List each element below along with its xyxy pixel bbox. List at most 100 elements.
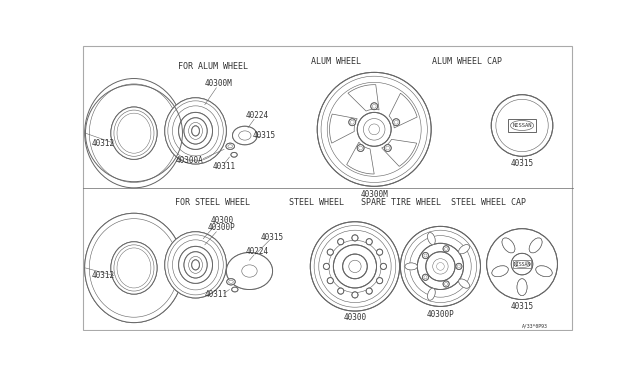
Text: ALUM WHEEL: ALUM WHEEL [310, 57, 361, 66]
Text: 40300P: 40300P [208, 224, 236, 232]
Ellipse shape [179, 246, 212, 283]
Ellipse shape [536, 266, 552, 277]
Ellipse shape [184, 252, 207, 278]
Text: SPARE TIRE WHEEL: SPARE TIRE WHEEL [361, 198, 441, 207]
Ellipse shape [459, 279, 470, 288]
Ellipse shape [111, 242, 157, 294]
Circle shape [327, 249, 333, 255]
Text: 40300M: 40300M [360, 190, 388, 199]
Ellipse shape [84, 213, 183, 323]
Text: STEEL WHEEL CAP: STEEL WHEEL CAP [451, 198, 525, 207]
Circle shape [333, 245, 376, 288]
Ellipse shape [114, 110, 154, 156]
Ellipse shape [84, 78, 183, 188]
Circle shape [456, 263, 462, 269]
Ellipse shape [179, 112, 212, 150]
Ellipse shape [239, 131, 251, 140]
Ellipse shape [492, 266, 508, 277]
Circle shape [393, 119, 399, 126]
Ellipse shape [189, 256, 202, 273]
Ellipse shape [114, 245, 154, 291]
Circle shape [401, 226, 481, 307]
Circle shape [443, 281, 449, 287]
Ellipse shape [536, 266, 552, 277]
Circle shape [310, 222, 399, 311]
Circle shape [338, 239, 344, 245]
Ellipse shape [529, 238, 542, 253]
Text: 40300A: 40300A [175, 155, 204, 165]
Ellipse shape [179, 112, 212, 150]
Ellipse shape [231, 153, 237, 157]
Ellipse shape [168, 101, 223, 161]
Ellipse shape [459, 245, 470, 254]
Circle shape [380, 263, 387, 269]
Text: 40311: 40311 [212, 162, 236, 171]
Circle shape [317, 73, 431, 186]
Ellipse shape [232, 287, 238, 292]
Ellipse shape [517, 279, 527, 296]
Ellipse shape [164, 98, 227, 164]
Text: 40311: 40311 [205, 291, 228, 299]
Ellipse shape [459, 245, 470, 254]
Circle shape [376, 249, 383, 255]
Circle shape [426, 252, 455, 281]
Circle shape [371, 103, 378, 110]
Ellipse shape [86, 79, 182, 187]
Polygon shape [330, 114, 357, 143]
Circle shape [417, 243, 463, 289]
Ellipse shape [90, 84, 179, 183]
Ellipse shape [192, 260, 200, 270]
Text: FOR ALUM WHEEL: FOR ALUM WHEEL [177, 62, 248, 71]
Ellipse shape [192, 126, 200, 136]
Ellipse shape [172, 240, 219, 290]
Circle shape [376, 278, 383, 284]
Ellipse shape [428, 232, 435, 244]
Ellipse shape [184, 118, 207, 144]
Circle shape [511, 253, 533, 275]
Ellipse shape [189, 122, 202, 140]
Ellipse shape [428, 232, 435, 244]
Ellipse shape [168, 235, 223, 295]
Ellipse shape [111, 107, 157, 159]
Polygon shape [347, 142, 374, 174]
Text: 40315: 40315 [511, 160, 534, 169]
Text: ALUM WHEEL CAP: ALUM WHEEL CAP [431, 57, 502, 66]
Ellipse shape [232, 126, 257, 145]
Circle shape [352, 235, 358, 241]
Ellipse shape [164, 232, 227, 298]
Circle shape [384, 145, 391, 151]
Polygon shape [381, 140, 417, 166]
Text: FOR STEEL WHEEL: FOR STEEL WHEEL [175, 198, 250, 207]
Ellipse shape [228, 280, 234, 283]
Text: 40300: 40300 [344, 314, 367, 323]
Circle shape [366, 239, 372, 245]
Circle shape [349, 119, 356, 126]
Polygon shape [348, 85, 379, 111]
Ellipse shape [227, 279, 236, 285]
Ellipse shape [117, 248, 151, 288]
Ellipse shape [511, 121, 534, 131]
Ellipse shape [405, 263, 417, 270]
Ellipse shape [529, 238, 542, 253]
Ellipse shape [164, 232, 227, 298]
Ellipse shape [242, 265, 257, 277]
Ellipse shape [459, 279, 470, 288]
Text: 40315: 40315 [261, 232, 284, 242]
Ellipse shape [226, 143, 234, 150]
Circle shape [443, 246, 449, 252]
Circle shape [366, 288, 372, 294]
Ellipse shape [172, 106, 219, 156]
Ellipse shape [232, 126, 257, 145]
Circle shape [342, 254, 367, 279]
Circle shape [327, 278, 333, 284]
Ellipse shape [513, 261, 531, 267]
Ellipse shape [517, 279, 527, 296]
Ellipse shape [405, 263, 417, 270]
Text: A/33*0P93: A/33*0P93 [522, 323, 547, 328]
Circle shape [422, 274, 429, 280]
Ellipse shape [117, 113, 151, 153]
Polygon shape [389, 93, 417, 128]
Circle shape [357, 145, 364, 151]
Ellipse shape [226, 143, 234, 150]
Text: 40224: 40224 [246, 111, 269, 120]
